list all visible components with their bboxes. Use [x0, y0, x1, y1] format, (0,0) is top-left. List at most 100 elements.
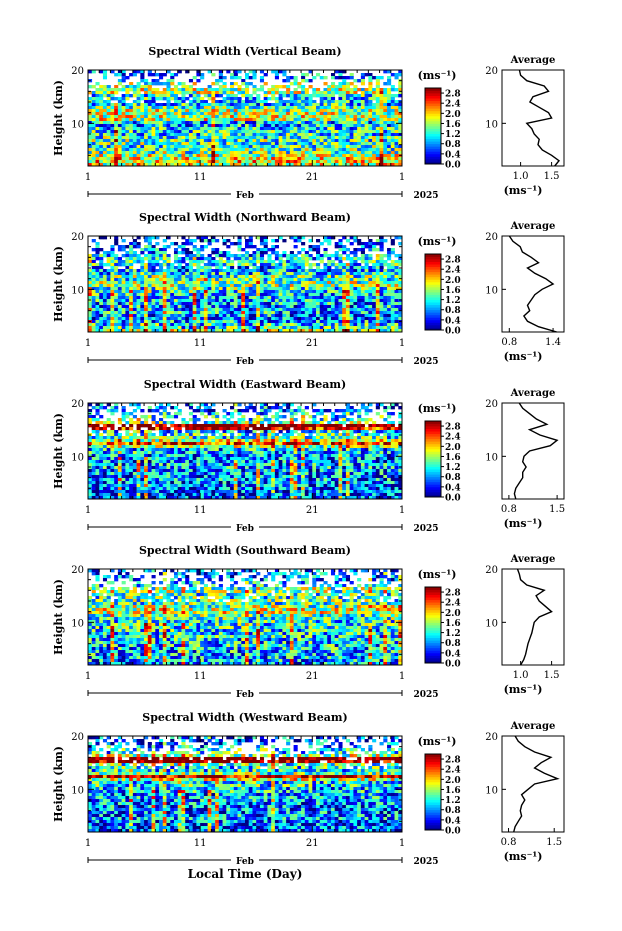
heatmap-cell [342, 329, 347, 333]
heatmap-cell [364, 278, 369, 282]
colorbar-segment [425, 128, 441, 132]
heatmap-cell [323, 236, 328, 240]
heatmap-cell [301, 275, 306, 279]
heatmap-cell [241, 329, 246, 333]
heatmap-cell [353, 272, 358, 276]
heatmap-cell [330, 269, 336, 273]
heatmap-cell [372, 248, 377, 252]
heatmap-cell [390, 305, 395, 309]
heatmap-cell [237, 133, 242, 137]
heatmap-cell [88, 308, 93, 312]
heatmap-cell [338, 127, 343, 131]
heatmap-cell [256, 278, 261, 282]
heatmap-cell [368, 100, 373, 104]
heatmap-cell [312, 305, 317, 309]
heatmap-cell [263, 308, 268, 312]
heatmap-cell [226, 323, 231, 327]
heatmap-cell [181, 251, 186, 255]
heatmap-cell [151, 245, 156, 249]
heatmap-cell [188, 94, 194, 98]
heatmap-cell [211, 326, 216, 330]
heatmap-cell [334, 251, 339, 255]
heatmap-cell [140, 127, 145, 131]
heatmap-cell [121, 260, 126, 264]
colorbar-segment [425, 98, 441, 102]
heatmap-cell [364, 317, 369, 321]
heatmap-cell [181, 133, 186, 137]
heatmap-cell [91, 70, 96, 74]
heatmap-cell [297, 290, 302, 294]
heatmap-cell [379, 287, 384, 291]
heatmap-cell [192, 329, 197, 333]
heatmap-cell [338, 121, 343, 125]
heatmap-cell [274, 245, 279, 249]
heatmap-cell [222, 287, 227, 291]
heatmap-cell [200, 118, 205, 122]
heatmap-cell [372, 130, 377, 134]
heatmap-cell [390, 293, 395, 297]
heatmap-cell [177, 251, 182, 255]
heatmap-cell [188, 136, 194, 140]
heatmap-cell [323, 251, 328, 255]
heatmap-cell [267, 160, 272, 164]
heatmap-cell [99, 329, 104, 333]
heatmap-cell [304, 251, 309, 255]
heatmap-cell [121, 100, 126, 104]
heatmap-cell [398, 305, 403, 309]
heatmap-cell [394, 73, 399, 77]
heatmap-cell [379, 142, 384, 146]
heatmap-cell [106, 284, 111, 288]
heatmap-cell [192, 148, 197, 152]
heatmap-cell [129, 127, 134, 131]
heatmap-cell [360, 160, 365, 164]
heatmap-cell [394, 145, 399, 149]
heatmap-cell [203, 118, 208, 122]
heatmap-cell [125, 151, 130, 155]
heatmap-cell [259, 314, 265, 318]
heatmap-cell [256, 269, 261, 273]
heatmap-cell [151, 251, 156, 255]
heatmap-cell [293, 263, 298, 267]
heatmap-cell [398, 73, 403, 77]
heatmap-cell [185, 290, 190, 294]
heatmap-cell [342, 302, 347, 306]
heatmap-cell [233, 272, 238, 276]
heatmap-cell [357, 275, 362, 279]
heatmap-cell [271, 118, 276, 122]
heatmap-cell [398, 269, 403, 273]
heatmap-cell [237, 302, 242, 306]
heatmap-cell [372, 139, 377, 143]
colorbar-segment [425, 292, 441, 295]
heatmap-cell [304, 103, 309, 107]
heatmap-cell [256, 127, 261, 131]
heatmap-cell [345, 329, 351, 333]
heatmap-cell [226, 91, 231, 95]
heatmap-cell [162, 323, 167, 327]
heatmap-cell [102, 293, 108, 297]
heatmap-cell [95, 148, 100, 152]
heatmap-cell [248, 145, 253, 149]
heatmap-cell [259, 302, 265, 306]
heatmap-cell [196, 94, 201, 98]
heatmap-cell [334, 136, 339, 140]
heatmap-cell [360, 109, 365, 113]
heatmap-cell [278, 263, 283, 267]
heatmap-cell [379, 236, 384, 240]
heatmap-cell [267, 118, 272, 122]
heatmap-cell [200, 290, 205, 294]
heatmap-cell [91, 145, 96, 149]
heatmap-cell [252, 85, 257, 89]
avg-title: Average [510, 55, 556, 66]
heatmap-cell [286, 139, 291, 143]
panel-1: Spectral Width (Vertical Beam)1020Height… [52, 45, 565, 201]
heatmap-cell [398, 142, 403, 146]
heatmap-cell [173, 88, 179, 92]
heatmap-cell [144, 136, 149, 140]
heatmap-cell [390, 287, 395, 291]
heatmap-cell [166, 299, 171, 303]
heatmap-cell [218, 272, 223, 276]
heatmap-cell [99, 314, 104, 318]
heatmap-cell [159, 248, 164, 252]
heatmap-cell [95, 299, 100, 303]
heatmap-cell [286, 287, 291, 291]
